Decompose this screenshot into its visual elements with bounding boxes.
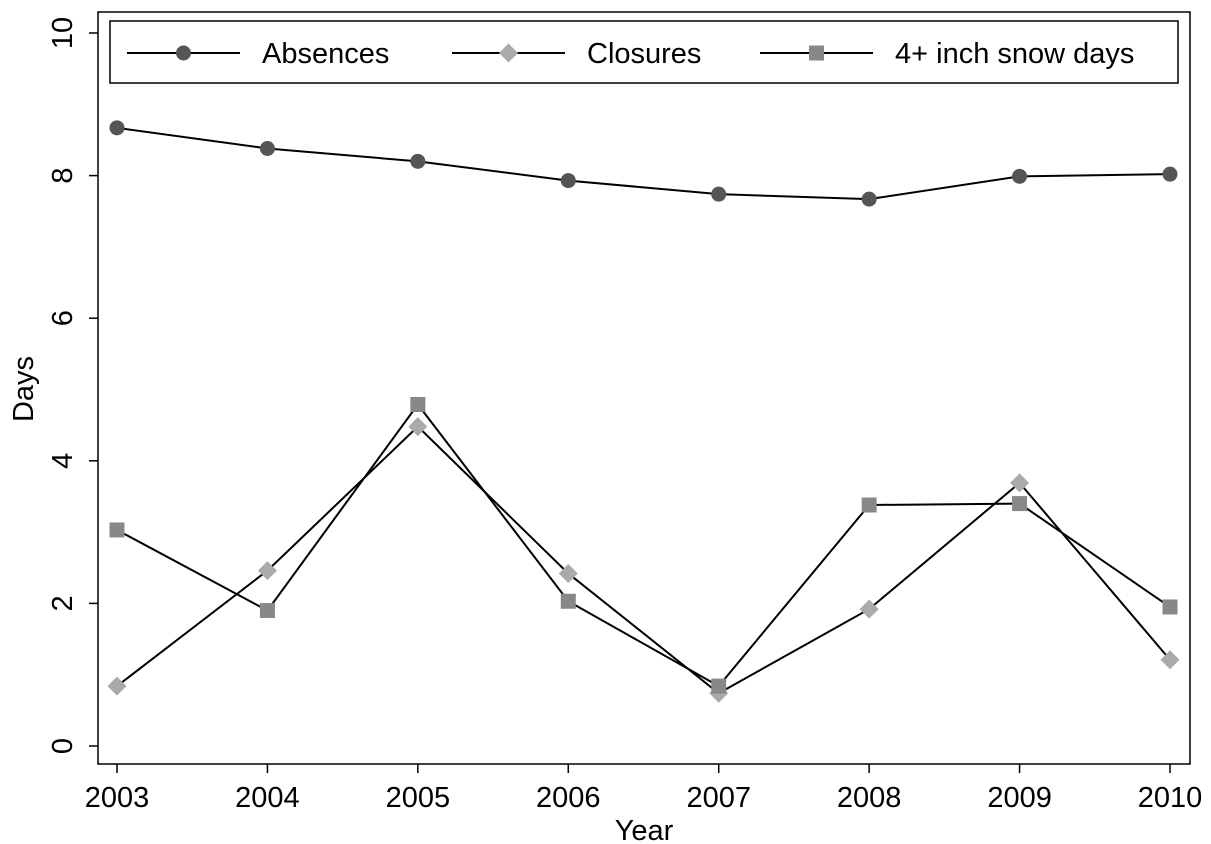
data-point: [1012, 168, 1028, 184]
data-point: [711, 678, 727, 694]
x-tick-label: 2009: [987, 782, 1052, 814]
series-group: [107, 120, 1180, 703]
x-tick-label: 2004: [235, 782, 300, 814]
legend: Absences Closures 4+ inch snow days: [109, 20, 1179, 84]
legend-label: Closures: [587, 38, 701, 70]
x-tick-label: 2003: [85, 782, 150, 814]
legend-marker: [499, 43, 518, 63]
series-line: [116, 126, 1171, 201]
data-point: [1012, 496, 1028, 512]
data-point: [859, 599, 879, 619]
data-point: [558, 563, 578, 583]
x-tick-label: 2005: [386, 782, 451, 814]
series-closures: [107, 417, 1180, 703]
y-tick-label: 8: [47, 168, 79, 184]
x-tick-label: 2010: [1138, 782, 1203, 814]
axes: 0 2 4 6 8 10 2003 2004 2005 2006 2007 2008 2009 2010 Y…: [8, 11, 1203, 844]
plot-frame: [97, 11, 1191, 765]
data-point: [109, 120, 125, 136]
y-axis-label: Days: [8, 356, 40, 422]
y-tick-label: 4: [47, 453, 79, 469]
data-point: [109, 522, 125, 538]
data-point: [1162, 166, 1178, 182]
x-axis-label: Year: [615, 815, 674, 844]
data-point: [410, 396, 426, 412]
data-point: [107, 676, 127, 696]
legend-box: [109, 20, 1179, 84]
legend-marker: [809, 45, 824, 61]
legend-label: Absences: [262, 38, 389, 70]
data-point: [1162, 599, 1178, 615]
series-line: [116, 425, 1171, 695]
data-point: [560, 173, 576, 189]
data-point: [1010, 473, 1030, 493]
data-point: [410, 153, 426, 169]
legend-label: 4+ inch snow days: [895, 38, 1134, 70]
data-point: [861, 191, 877, 207]
x-tick-label: 2008: [837, 782, 902, 814]
data-point: [259, 603, 275, 619]
x-tick-label: 2007: [686, 782, 751, 814]
data-point: [861, 497, 877, 513]
y-tick-label: 6: [47, 310, 79, 326]
y-tick-label: 10: [47, 17, 79, 49]
data-point: [259, 141, 275, 157]
y-tick-label: 2: [47, 595, 79, 611]
x-tick-label: 2006: [536, 782, 601, 814]
data-point: [560, 593, 576, 609]
data-point: [711, 186, 727, 202]
legend-item: Absences: [127, 38, 389, 70]
data-point: [1160, 650, 1180, 670]
legend-marker: [176, 45, 191, 61]
series-absences: [109, 120, 1178, 207]
legend-item: Closures: [452, 38, 701, 70]
data-point: [257, 561, 277, 581]
legend-item: 4+ inch snow days: [760, 38, 1134, 70]
y-tick-label: 0: [47, 738, 79, 754]
series-line: [116, 402, 1171, 688]
data-point: [408, 417, 428, 437]
series-4-inch-snow-days: [109, 396, 1178, 694]
